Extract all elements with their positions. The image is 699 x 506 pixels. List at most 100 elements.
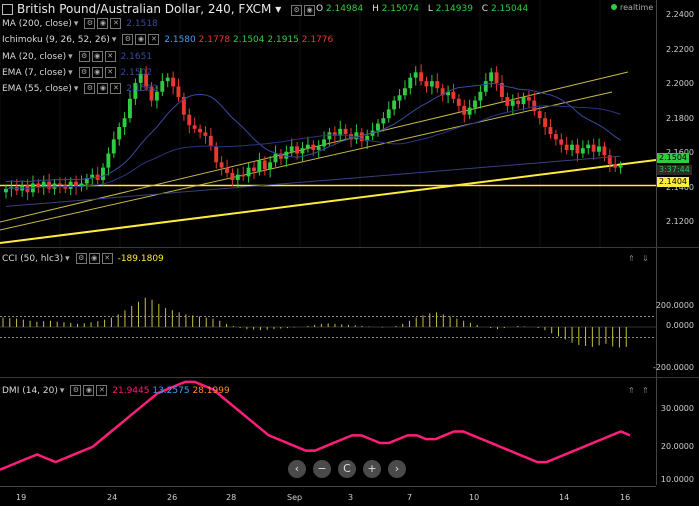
zoom-out-button[interactable]: − (313, 460, 331, 478)
time-tick-label: 16 (620, 493, 631, 502)
price-chart[interactable] (0, 0, 656, 247)
price-chart-pane[interactable]: British Pound/Australian Dollar, 240, FX… (0, 0, 656, 247)
close-icon[interactable]: ✕ (110, 83, 122, 94)
cci-tick-label: 0.0000 (666, 321, 694, 330)
candle (289, 146, 294, 152)
settings-icon[interactable]: ⚙ (291, 4, 303, 16)
candle (618, 165, 623, 168)
candle (68, 181, 73, 189)
symbol-title[interactable]: British Pound/Australian Dollar, 240, FX… (17, 2, 272, 16)
hide-icon[interactable]: ◉ (91, 67, 103, 78)
cci-pane[interactable]: CCI (50, hlc3) ▾ ⚙ ◉ ✕ -189.1809 ⇑ ⇓ (0, 248, 656, 377)
dmi-tick-label: 10.0000 (660, 475, 694, 484)
chevron-down-icon[interactable]: ▾ (73, 84, 79, 94)
price-tick-label: 2.1400 (666, 182, 694, 192)
price-tick-label: 2.2400 (666, 10, 694, 19)
zoom-in-button[interactable]: + (363, 460, 381, 478)
time-tick-label: 19 (16, 493, 27, 502)
candle (198, 128, 202, 133)
candle (252, 167, 256, 172)
close-icon[interactable]: ✕ (101, 253, 113, 264)
cci-axis[interactable]: 200.0000 0.0000 -200.0000 (652, 248, 699, 377)
hide-icon[interactable]: ◉ (304, 4, 316, 16)
candle (505, 97, 510, 106)
hide-icon[interactable]: ◉ (135, 34, 147, 45)
legend-ma200[interactable]: MA (200, close) ▾ ⚙ ◉ ✕ 2.1518 (2, 18, 158, 29)
chevron-down-icon[interactable]: ▾ (73, 19, 79, 29)
hide-icon[interactable]: ◉ (83, 385, 95, 396)
candle (278, 153, 283, 159)
settings-icon[interactable]: ⚙ (84, 83, 96, 94)
legend-ma20[interactable]: MA (20, close) ▾ ⚙ ◉ ✕ 2.1651 (2, 51, 153, 62)
hide-icon[interactable]: ◉ (97, 18, 109, 29)
move-pane-up-icon[interactable]: ⇑ (642, 386, 649, 395)
legend-dmi[interactable]: DMI (14, 20) ▾ ⚙ ◉ ✕ 21.9445 13.2575 28.1999 (2, 385, 230, 396)
candle (510, 100, 515, 106)
chevron-down-icon[interactable]: ▾ (68, 52, 73, 62)
legend-ema7[interactable]: EMA (7, close) ▾ ⚙ ◉ ✕ 2.1502 (2, 67, 153, 78)
close-icon[interactable]: ✕ (96, 385, 108, 396)
maximize-pane-icon[interactable]: ⇑ (628, 254, 635, 263)
settings-icon[interactable]: ⚙ (84, 18, 96, 29)
candle (79, 183, 84, 188)
close-icon[interactable]: ✕ (104, 67, 116, 78)
chevron-down-icon[interactable]: ▾ (65, 254, 70, 264)
last-price-tag: 2.1504 (657, 153, 689, 163)
chevron-down-icon[interactable]: ▾ (271, 2, 282, 16)
candle (607, 155, 612, 165)
candle (446, 91, 450, 96)
pane-divider[interactable] (0, 377, 699, 378)
settings-icon[interactable]: ⚙ (78, 67, 90, 78)
close-icon[interactable]: ✕ (148, 34, 160, 45)
time-axis[interactable]: 19 24 26 28 Sep 3 7 10 14 16 (0, 486, 656, 506)
settings-icon[interactable]: ⚙ (78, 51, 90, 62)
hide-icon[interactable]: ◉ (97, 83, 109, 94)
candle (268, 162, 273, 170)
hide-icon[interactable]: ◉ (91, 51, 103, 62)
chevron-down-icon[interactable]: ▾ (59, 386, 65, 396)
cci-tick-label: -200.0000 (652, 363, 694, 372)
candle (451, 91, 456, 99)
candle (424, 81, 429, 87)
candle (322, 139, 326, 147)
dmi-chart[interactable] (0, 378, 656, 485)
candle (52, 183, 57, 189)
cci-chart[interactable] (0, 248, 656, 377)
settings-icon[interactable]: ⚙ (70, 385, 82, 396)
legend-cci[interactable]: CCI (50, hlc3) ▾ ⚙ ◉ ✕ -189.1809 (2, 253, 164, 264)
pane-divider[interactable] (0, 247, 699, 248)
candle (397, 95, 402, 101)
scroll-forward-button[interactable]: › (388, 460, 406, 478)
scroll-back-button[interactable]: ‹ (288, 460, 306, 478)
hide-icon[interactable]: ◉ (88, 253, 100, 264)
move-pane-down-icon[interactable]: ⇓ (642, 254, 649, 263)
settings-icon[interactable]: ⚙ (75, 253, 87, 264)
candle (273, 153, 278, 163)
price-axis[interactable]: 2.2400 2.2200 2.2000 2.1800 2.1600 2.1400 2.12… (656, 0, 699, 247)
candle (586, 144, 591, 149)
chevron-down-icon[interactable]: ▾ (68, 68, 73, 78)
settings-icon[interactable]: ⚙ (122, 34, 134, 45)
candle (413, 72, 418, 78)
ema55-line (5, 105, 621, 190)
maximize-pane-icon[interactable]: ⇑ (628, 386, 635, 395)
close-icon[interactable]: ✕ (110, 18, 122, 29)
legend-ema55[interactable]: EMA (55, close) ▾ ⚙ ◉ ✕ 2.1562 (2, 83, 158, 94)
candle (392, 100, 397, 110)
candle (327, 132, 332, 140)
candle (90, 174, 95, 179)
candle (117, 127, 122, 140)
chevron-down-icon[interactable]: ▾ (111, 35, 117, 45)
candle (154, 91, 159, 101)
legend-ichimoku[interactable]: Ichimoku (9, 26, 52, 26) ▾ ⚙ ◉ ✕ 2.1580 2.17… (2, 34, 334, 45)
candle (591, 144, 596, 152)
candle (489, 72, 494, 82)
dmi-axis[interactable]: 30.0000 20.0000 10.0000 (656, 378, 699, 485)
candle (553, 134, 558, 140)
menu-icon[interactable] (2, 4, 13, 15)
reset-button[interactable]: C (338, 460, 356, 478)
close-icon[interactable]: ✕ (104, 51, 116, 62)
time-tick-label: 26 (167, 493, 178, 502)
time-tick-label: 24 (107, 493, 118, 502)
close-value: 2.15044 (490, 4, 529, 14)
